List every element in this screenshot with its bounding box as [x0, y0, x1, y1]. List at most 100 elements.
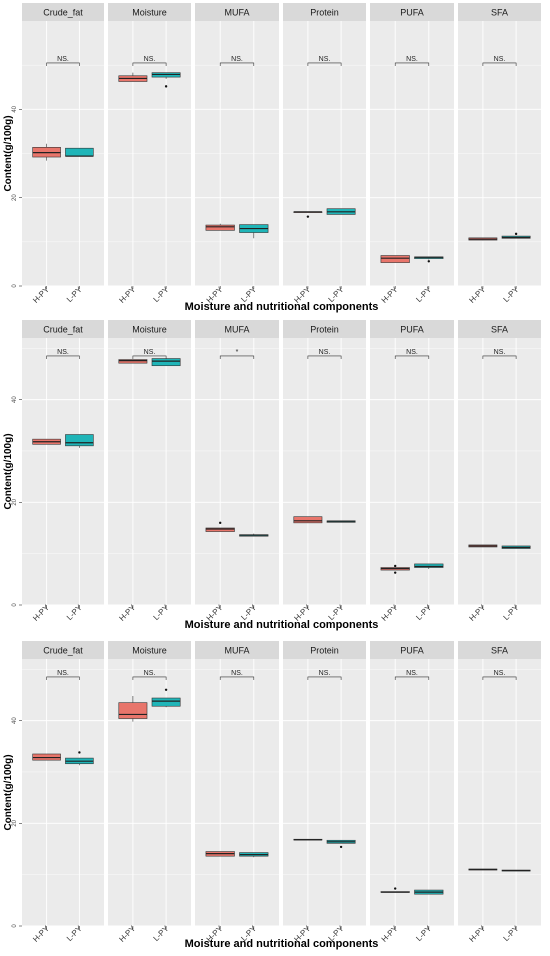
box-h-py	[205, 851, 235, 857]
facet-pufa: PUFA NS. H-PY L-PY	[370, 320, 454, 623]
facet-label: PUFA	[400, 646, 424, 656]
box-h-py	[205, 521, 235, 532]
x-tick-label: L-PY	[152, 603, 171, 622]
significance-bracket	[307, 355, 342, 359]
facet-strip	[195, 320, 279, 338]
y-tick-label: 20	[12, 498, 18, 505]
facet-sfa: SFA NS. H-PY L-PY	[458, 320, 541, 623]
x-tick-label: L-PY	[502, 285, 521, 304]
facet-strip	[458, 320, 541, 338]
box-h-py	[293, 516, 323, 524]
facet-label: SFA	[491, 325, 508, 335]
box-l-py	[501, 232, 531, 239]
panel-background	[283, 338, 366, 605]
facet-label: Protein	[310, 646, 339, 656]
facet-label: MUFA	[224, 646, 249, 656]
facet-label: PUFA	[400, 8, 424, 18]
significance-bracket	[219, 355, 255, 359]
panel-background	[458, 338, 541, 605]
box-h-py	[32, 753, 61, 761]
box-h-py	[118, 72, 148, 82]
facet-strip	[108, 320, 191, 338]
panel-background	[22, 659, 104, 926]
box-iqr	[380, 255, 410, 263]
box-h-py	[380, 255, 410, 263]
x-tick-label: H-PY	[117, 603, 137, 623]
panel-background	[22, 338, 104, 605]
x-tick-label: L-PY	[414, 603, 433, 622]
x-tick-label: L-PY	[65, 924, 84, 943]
facet-strip	[370, 320, 454, 338]
x-tick-label: L-PY	[152, 924, 171, 943]
panel-background	[108, 338, 191, 605]
facet-label: Moisture	[132, 8, 167, 18]
facet-strip	[370, 3, 454, 21]
chart-row-3: Content(g/100g) Moisture and nutritional …	[3, 641, 541, 950]
box-iqr	[205, 527, 235, 532]
x-tick-label: H-PY	[31, 285, 51, 305]
box-h-py	[118, 695, 148, 722]
box-h-py	[293, 838, 323, 841]
box-l-py	[326, 520, 356, 523]
box-h-py	[468, 544, 498, 548]
outlier-point	[306, 215, 310, 218]
significance-label: NS.	[231, 670, 243, 677]
y-axis-title: Content(g/100g)	[3, 754, 14, 830]
significance-label: NS.	[231, 56, 243, 63]
y-tick-label: 40	[12, 396, 18, 403]
box-h-py	[293, 211, 323, 218]
significance-label: NS.	[144, 349, 156, 356]
facet-strip	[195, 641, 279, 659]
significance-bracket	[219, 676, 255, 680]
facet-sfa: SFA NS. H-PY L-PY	[458, 641, 541, 944]
facet-label: PUFA	[400, 325, 424, 335]
significance-bracket	[132, 676, 167, 680]
facet-pufa: PUFA NS. H-PY L-PY	[370, 641, 454, 944]
outlier-point	[427, 260, 430, 263]
x-tick-label: L-PY	[152, 285, 171, 304]
significance-bracket	[46, 62, 80, 66]
significance-bracket	[482, 676, 517, 680]
x-tick-label: L-PY	[414, 924, 433, 943]
box-iqr	[65, 147, 94, 157]
outlier-point	[514, 232, 518, 236]
x-tick-label: L-PY	[502, 924, 521, 943]
box-l-py	[65, 147, 94, 157]
x-tick-label: L-PY	[65, 285, 84, 304]
facet-strip	[22, 641, 104, 659]
facet-moisture: Moisture NS. H-PY L-PY	[108, 320, 191, 623]
x-tick-label: H-PY	[117, 285, 137, 305]
significance-label: *	[236, 349, 239, 356]
box-h-py	[468, 237, 498, 241]
box-h-py	[380, 887, 410, 893]
facet-label: Crude_fat	[43, 646, 83, 656]
x-tick-label: H-PY	[31, 603, 51, 623]
y-axis-title: Content(g/100g)	[3, 433, 14, 509]
x-tick-label: H-PY	[31, 924, 51, 944]
facet-pufa: PUFA NS. H-PY L-PY	[370, 3, 454, 305]
chart-row-2: Content(g/100g) Moisture and nutritional …	[3, 320, 541, 631]
y-tick-label: 0	[12, 924, 18, 928]
facet-sfa: SFA NS. H-PY L-PY	[458, 3, 541, 305]
facet-moisture: Moisture NS. H-PY L-PY	[108, 3, 191, 305]
box-iqr	[205, 224, 235, 231]
facet-mufa: MUFA*H-PY L-PY	[195, 320, 279, 623]
significance-bracket	[46, 676, 80, 680]
outlier-point	[164, 688, 168, 692]
significance-label: NS.	[319, 56, 331, 63]
x-tick-label: L-PY	[65, 603, 84, 622]
y-tick-label: 20	[12, 194, 18, 201]
outlier-point	[394, 887, 397, 890]
facet-label: SFA	[491, 8, 508, 18]
facet-crude-fat: Crude_fat NS. H-PY L-PY	[22, 320, 104, 623]
significance-label: NS.	[406, 349, 418, 356]
box-l-py	[65, 751, 94, 766]
box-l-py	[326, 839, 356, 849]
facet-label: Crude_fat	[43, 8, 83, 18]
facet-label: SFA	[491, 646, 508, 656]
significance-bracket	[46, 355, 80, 359]
significance-label: NS.	[494, 670, 506, 677]
panel-background	[370, 338, 454, 605]
